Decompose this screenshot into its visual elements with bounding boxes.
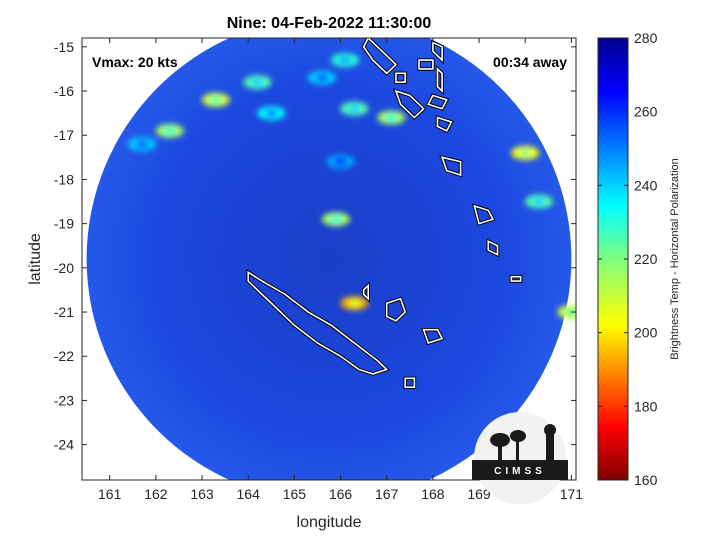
hot-spot-core-12 — [519, 148, 532, 157]
colorbar-tick-label-240: 240 — [634, 177, 658, 193]
y-tick-label--16: -16 — [54, 83, 74, 99]
colorbar-tick-label-260: 260 — [634, 104, 658, 120]
coastline-3 — [422, 328, 444, 344]
x-tick-label-164: 164 — [237, 486, 261, 502]
coastline-1 — [362, 283, 370, 301]
y-tick-label--19: -19 — [54, 216, 74, 232]
hot-spot-core-8 — [334, 157, 347, 166]
coastline-6 — [395, 72, 406, 83]
x-tick-label-169: 169 — [467, 486, 491, 502]
coastline-11 — [432, 41, 443, 62]
hot-spot-core-5 — [316, 73, 329, 82]
swath-disc — [86, 38, 572, 480]
colorbar-tick-label-160: 160 — [634, 472, 658, 488]
y-tick-label--15: -15 — [54, 39, 74, 55]
cimss-logo: CIMSS — [472, 412, 568, 504]
hot-spot-core-6 — [339, 56, 352, 65]
hot-spot-core-13 — [565, 308, 576, 317]
colorbar — [597, 37, 629, 481]
x-tick-label-162: 162 — [144, 486, 168, 502]
hot-spots — [128, 53, 576, 320]
chart-title: Nine: 04-Feb-2022 11:30:00 — [227, 15, 432, 32]
y-tick-label--18: -18 — [54, 171, 74, 187]
coastline-0 — [247, 270, 389, 375]
colorbar-tick-label-180: 180 — [634, 398, 658, 414]
y-tick-label--21: -21 — [54, 304, 74, 320]
hot-spot-core-14 — [348, 299, 361, 308]
colorbar-ticks: 160 180 200 220 240 260 280 — [598, 30, 658, 488]
hot-spot-core-10 — [329, 215, 342, 224]
hot-spot-core-3 — [251, 78, 264, 87]
coastlines — [246, 38, 523, 389]
svg-text:CIMSS: CIMSS — [494, 466, 546, 477]
x-axis-label: longitude — [297, 514, 362, 531]
hot-spot-core-1 — [163, 126, 176, 135]
y-tick-label--23: -23 — [54, 392, 74, 408]
hot-spot-core-7 — [348, 104, 361, 113]
coastline-12 — [436, 116, 453, 132]
coastline-2 — [385, 297, 407, 322]
x-tick-label-167: 167 — [375, 486, 399, 502]
y-tick-label--24: -24 — [54, 437, 74, 453]
colorbar-tick-label-200: 200 — [634, 325, 658, 341]
plot-frame — [81, 37, 577, 481]
hot-spot-core-4 — [265, 109, 278, 118]
hot-spot-core-0 — [136, 140, 149, 149]
coastline-14 — [473, 204, 495, 225]
x-tick-label-163: 163 — [190, 486, 214, 502]
coastline-9 — [436, 67, 443, 93]
coastline-13 — [440, 156, 462, 177]
time-away-annotation: 00:34 away — [493, 54, 567, 70]
coastline-10 — [427, 94, 448, 110]
x-tick-label-171: 171 — [560, 486, 584, 502]
hot-spot-core-9 — [385, 113, 398, 122]
x-tick-label-165: 165 — [283, 486, 307, 502]
coastline-8 — [418, 59, 434, 70]
coastline-15 — [487, 240, 499, 256]
colorbar-tick-label-280: 280 — [634, 30, 658, 46]
y-tick-label--22: -22 — [54, 348, 74, 364]
colorbar-tick-label-220: 220 — [634, 251, 658, 267]
coastline-4 — [404, 377, 416, 388]
y-axis-label: latitude — [27, 233, 44, 285]
coastline-16 — [510, 275, 522, 282]
vmax-annotation: Vmax: 20 kts — [92, 54, 178, 70]
x-tick-label-168: 168 — [421, 486, 445, 502]
hot-spot-core-11 — [533, 197, 546, 206]
y-tick-label--17: -17 — [54, 127, 74, 143]
colorbar-label: Brightness Temp - Horizontal Polarizatio… — [669, 158, 681, 360]
y-ticks: -15 -16 -17 -18 -19 -20 -21 -22 -23 -24 — [54, 39, 576, 453]
x-tick-label-161: 161 — [98, 486, 122, 502]
hot-spot-core-2 — [209, 95, 222, 104]
x-tick-label-166: 166 — [329, 486, 353, 502]
y-tick-label--20: -20 — [54, 260, 74, 276]
coastline-5 — [362, 38, 398, 75]
coastline-7 — [394, 89, 425, 119]
